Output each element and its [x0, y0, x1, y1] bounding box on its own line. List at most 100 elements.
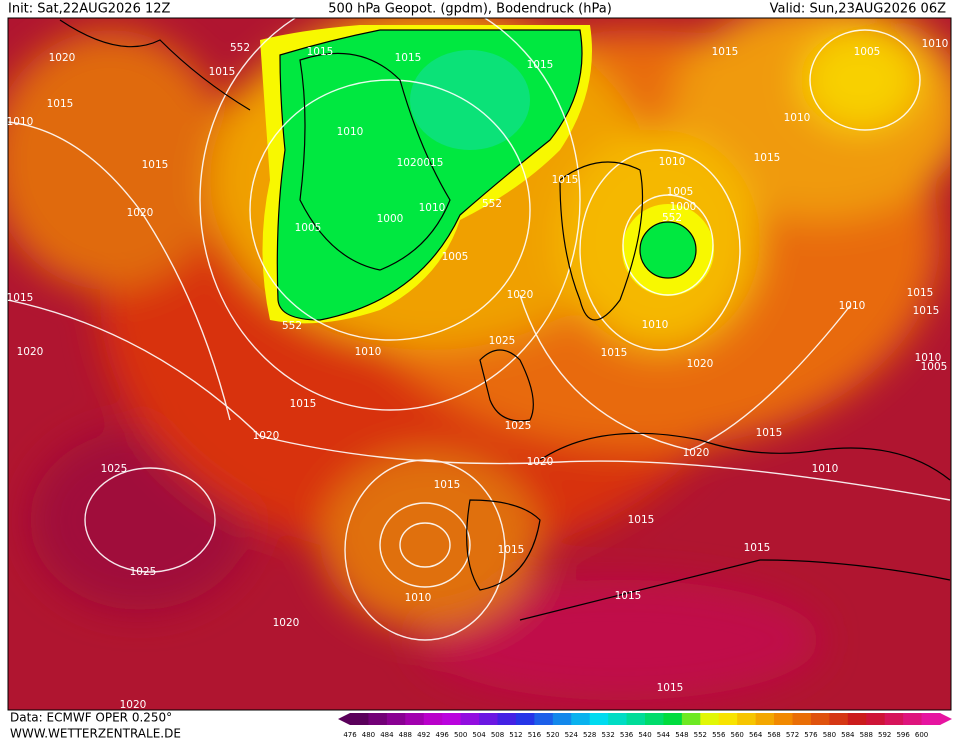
- isobar-label: 1010: [405, 592, 432, 604]
- colorbar-tick-label: 492: [417, 731, 430, 739]
- colorbar-swatch: [589, 713, 609, 725]
- isobar-label: 1025: [130, 566, 157, 578]
- isobar-label: 1005: [442, 251, 469, 263]
- colorbar-tick-label: 528: [583, 731, 596, 739]
- isobar-label: 1010: [642, 319, 669, 331]
- colorbar-tick-label: 600: [915, 731, 928, 739]
- colorbar-swatch: [423, 713, 443, 725]
- colorbar-tick-label: 556: [712, 731, 726, 739]
- isobar-label: 552: [662, 212, 682, 224]
- colorbar-arrow-right: [940, 713, 952, 725]
- isobar-label: 1015: [527, 59, 554, 71]
- colorbar-tick-label: 532: [601, 731, 614, 739]
- isobar-label: 1010: [419, 202, 446, 214]
- map-field: [8, 18, 951, 710]
- isobar-label: 1010: [7, 116, 34, 128]
- isobar-label: 1000: [670, 201, 697, 213]
- colorbar-swatch: [552, 713, 572, 725]
- isobar-label: 1015: [142, 159, 169, 171]
- isobar-label: 1015: [209, 66, 236, 78]
- colorbar-swatch: [663, 713, 683, 725]
- colorbar-swatch: [368, 713, 388, 725]
- isobar-label: 1015: [756, 427, 783, 439]
- colorbar-tick-label: 484: [380, 731, 394, 739]
- colorbar-tick-label: 548: [675, 731, 688, 739]
- colorbar-swatch: [700, 713, 720, 725]
- isobar-label: 1015: [913, 305, 940, 317]
- colorbar-tick-label: 540: [638, 731, 651, 739]
- isobar-label: 1015: [744, 542, 771, 554]
- isobar-label: 1025: [101, 463, 128, 475]
- isobar-label: 1010: [337, 126, 364, 138]
- colorbar-swatch: [681, 713, 701, 725]
- isobar-label: 1010: [659, 156, 686, 168]
- isobar-label: 552: [282, 320, 302, 332]
- isobar-label: 552: [482, 198, 502, 210]
- colorbar-swatch: [497, 713, 517, 725]
- colorbar-swatch: [755, 713, 775, 725]
- colorbar-tick-label: 588: [860, 731, 873, 739]
- isobar-label: 1020: [49, 52, 76, 64]
- isobar-label: 1015: [7, 292, 34, 304]
- isobar-label: 1015: [290, 398, 317, 410]
- colorbar-swatch: [774, 713, 793, 725]
- isobar-label: 1025: [505, 420, 532, 432]
- isobar-label: 1000: [377, 213, 404, 225]
- valid-time: Valid: Sun,23AUG2026 06Z: [770, 2, 946, 17]
- colorbar-swatch: [571, 713, 591, 725]
- isobar-label: 1005: [921, 361, 948, 373]
- colorbar-tick-label: 496: [436, 731, 450, 739]
- colorbar-swatch: [829, 713, 849, 725]
- init-time: Init: Sat,22AUG2026 12Z: [8, 2, 171, 17]
- colorbar-tick-label: 584: [841, 731, 855, 739]
- colorbar-swatch: [515, 713, 535, 725]
- isobar-label: 1005: [667, 186, 694, 198]
- colorbar-tick-label: 504: [472, 731, 486, 739]
- isobar-label: 1010: [915, 352, 942, 364]
- colorbar-swatch: [737, 713, 757, 725]
- isobar-label: 1020: [253, 430, 280, 442]
- colorbar-swatch: [460, 713, 480, 725]
- isobar-label: 1020: [17, 346, 44, 358]
- colorbar-swatch: [792, 713, 812, 725]
- colorbar-swatch: [718, 713, 738, 725]
- colorbar-tick-label: 524: [565, 731, 579, 739]
- isobar-label: 1015: [307, 46, 334, 58]
- isobar-label: 1020: [507, 289, 534, 301]
- colorbar-swatch: [405, 713, 425, 725]
- isobar-label: 1015: [47, 98, 74, 110]
- colorbar-tick-label: 560: [731, 731, 744, 739]
- colorbar-tick-label: 520: [546, 731, 559, 739]
- colorbar-swatch: [884, 713, 904, 725]
- isobar-label: 1005: [854, 46, 881, 58]
- isobar-label: 1015: [498, 544, 525, 556]
- isobar-label: 1020: [683, 447, 710, 459]
- isobar-label: 1010: [922, 38, 949, 50]
- colorbar-swatch: [442, 713, 462, 725]
- map-title: 500 hPa Geopot. (gpdm), Bodendruck (hPa): [328, 2, 612, 17]
- website: WWW.WETTERZENTRALE.DE: [10, 727, 181, 741]
- colorbar-tick-label: 572: [786, 731, 799, 739]
- colorbar-tick-label: 476: [343, 731, 357, 739]
- colorbar-swatch: [903, 713, 923, 725]
- colorbar-swatch: [866, 713, 886, 725]
- map-frame: [7, 17, 952, 711]
- isobar-label: 1010: [355, 346, 382, 358]
- isobar-label: 1015: [657, 682, 684, 694]
- isobar-label: 1015: [395, 52, 422, 64]
- isobar-label: 1015: [552, 174, 579, 186]
- colorbar-swatch: [608, 713, 628, 725]
- isobar-label: 1025: [489, 335, 516, 347]
- colorbar-tick-label: 592: [878, 731, 891, 739]
- isobar-label: 1015: [601, 347, 628, 359]
- colorbar-tick-label: 564: [749, 731, 763, 739]
- isobar-label: 1015: [907, 287, 934, 299]
- colorbar-swatch: [847, 713, 867, 725]
- colorbar-tick-label: 516: [528, 731, 542, 739]
- isobar-label: 1020: [687, 358, 714, 370]
- isobar-label: 1010: [784, 112, 811, 124]
- colorbar-tick-label: 580: [823, 731, 836, 739]
- colorbar: 476 480 484 488 492 496 500 504 508 512 516 520 524 5…: [338, 713, 952, 739]
